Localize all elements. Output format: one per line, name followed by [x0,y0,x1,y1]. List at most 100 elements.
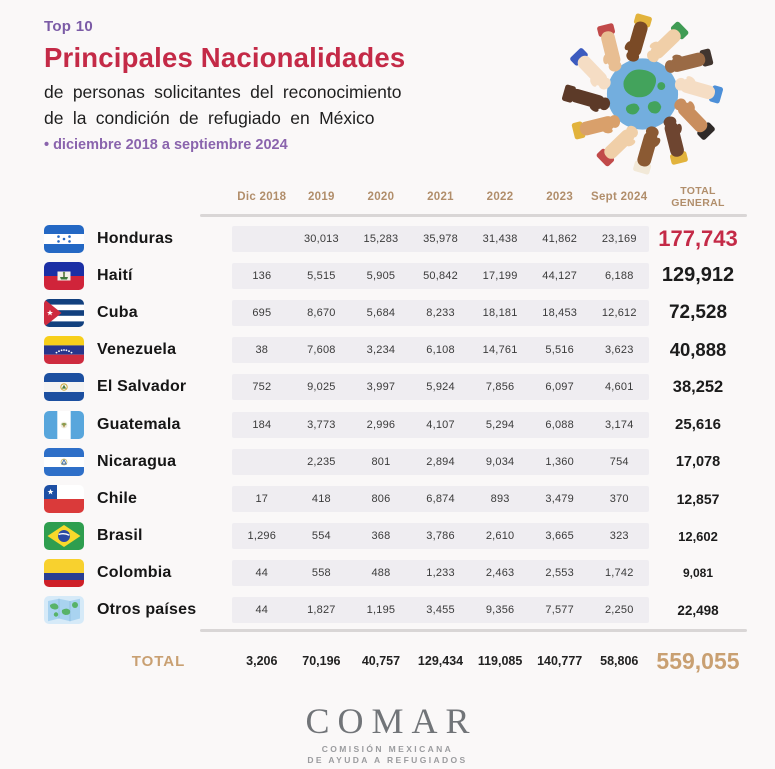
value-cell: 3,997 [366,381,396,394]
country-cell: Nicaragua [30,447,232,476]
header-divider [200,214,747,217]
value-cell: 18,453 [542,306,578,319]
value-cell: 12,612 [601,306,637,319]
value-cell: 5,294 [485,418,515,431]
country-label: Chile [97,489,138,507]
value-cell: 1,233 [426,567,455,580]
row-values-band: 30,013 15,283 35,978 31,438 41,862 23,169 [232,225,649,252]
table-row: Haití 136 5,515 5,905 50,842 17,199 44,127 6,18… [30,257,747,294]
value-cell: 2,553 [545,567,574,580]
country-cell: Otros países [30,596,232,625]
country-label: Nicaragua [97,452,177,470]
flag-chile-icon [44,484,84,513]
column-header: 2019 [307,191,335,203]
row-total: 22,498 [677,602,719,618]
country-cell: Venezuela [30,336,232,365]
value-cell: 2,610 [485,530,515,543]
row-total: 9,081 [682,566,714,581]
value-cell: 23,169 [601,232,637,245]
column-total: 129,434 [417,654,464,669]
value-cell: 2,894 [426,455,455,468]
value-cell: 3,773 [307,418,336,431]
country-cell: Haití [30,261,232,290]
row-total: 12,602 [678,528,718,544]
nationalities-table: Dic 2018 2019 2020 2021 2022 2023 Sept 2… [30,180,747,684]
value-cell: 30,013 [303,232,339,245]
value-cell: 6,188 [604,269,634,282]
table-row: Nicaragua 2,235 801 2,894 9,034 1,360 754 17,07… [30,443,747,480]
row-total: 177,743 [658,225,738,251]
value-cell: 8,233 [426,306,455,319]
value-cell: 41,862 [542,232,578,245]
country-cell: El Salvador [30,373,232,402]
table-body: Honduras 30,013 15,283 35,978 31,438 41,862 23… [30,220,747,629]
column-header: 2023 [546,191,574,203]
subtitle-line2: de la condición de refugiado en México [44,107,375,128]
value-cell: 3,455 [426,604,455,617]
value-cell: 44 [255,567,269,580]
grand-total: 559,055 [656,647,740,674]
value-cell: 17 [255,492,269,505]
value-cell: 7,856 [485,381,515,394]
value-cell: 1,827 [307,604,336,617]
value-cell: 7,577 [545,604,574,617]
value-cell: 3,623 [604,344,634,357]
total-column-header-line1: TOTAL [680,184,716,197]
logo-tagline-line2: DE AYUDA A REFUGIADOS [307,755,468,765]
row-total: 17,078 [675,453,721,470]
country-label: Brasil [97,527,143,545]
value-cell: 14,761 [482,344,518,357]
row-values-band: 695 8,670 5,684 8,233 18,181 18,453 12,612 [232,299,649,326]
country-cell: Chile [30,484,232,513]
flag-el-salvador-icon [44,373,84,402]
table-row: Chile 17 418 806 6,874 893 3,479 370 12,857 [30,480,747,517]
value-cell: 1,195 [366,604,396,617]
value-cell: 754 [609,455,629,468]
value-cell: 3,665 [545,530,574,543]
value-cell: 8,670 [307,306,336,319]
table-row: Cuba 695 8,670 5,684 8,233 18,181 18,453 12,612… [30,294,747,331]
value-cell: 4,601 [604,381,634,394]
value-cell: 695 [252,306,272,319]
value-cell: 2,235 [307,455,336,468]
value-cell: 2,463 [485,567,515,580]
value-cell: 370 [609,492,629,505]
total-row: TOTAL 3,206 70,196 40,757 129,434 119,08… [30,638,747,684]
value-cell: 2,250 [604,604,634,617]
row-values-band: 17 418 806 6,874 893 3,479 370 [232,485,649,512]
value-cell: 35,978 [423,232,458,245]
table-row: Honduras 30,013 15,283 35,978 31,438 41,862 23… [30,220,747,257]
flag-haiti-icon [44,261,84,290]
column-total: 70,196 [302,654,341,669]
total-column-header-line2: GENERAL [671,197,725,209]
total-column-header: TOTAL GENERAL [649,185,747,209]
value-cell: 5,924 [426,381,455,394]
row-values-band: 2,235 801 2,894 9,034 1,360 754 [232,448,649,475]
country-label: Cuba [97,303,138,321]
value-cell: 17,199 [482,269,518,282]
flag-world-map-icon [44,596,84,625]
row-values-band: 184 3,773 2,996 4,107 5,294 6,088 3,174 [232,411,649,438]
value-cell: 6,108 [426,344,455,357]
row-total: 72,528 [668,301,728,323]
table-header-row: Dic 2018 2019 2020 2021 2022 2023 Sept 2… [30,180,747,214]
column-header: 2020 [367,191,395,203]
country-label: El Salvador [97,378,187,396]
country-cell: Guatemala [30,410,232,439]
value-cell: 752 [252,381,272,394]
row-total: 25,616 [675,416,721,434]
flag-nicaragua-icon [44,447,84,476]
column-total: 40,757 [361,654,401,669]
country-cell: Colombia [30,559,232,588]
column-header: 2022 [486,191,514,203]
total-row-values: 3,206 70,196 40,757 129,434 119,085 140,… [232,654,649,668]
country-cell: Honduras [30,224,232,253]
value-cell: 184 [252,418,272,431]
flag-cuba-icon [44,298,84,327]
header: Top 10 Principales Nacionalidades de per… [44,18,544,153]
value-cell: 3,786 [426,530,455,543]
country-label: Guatemala [97,415,181,433]
value-cell: 50,842 [423,269,458,282]
comar-logo: COMAR [305,701,478,741]
table-row: Colombia 44 558 488 1,233 2,463 2,553 1,742 9,08… [30,555,747,592]
